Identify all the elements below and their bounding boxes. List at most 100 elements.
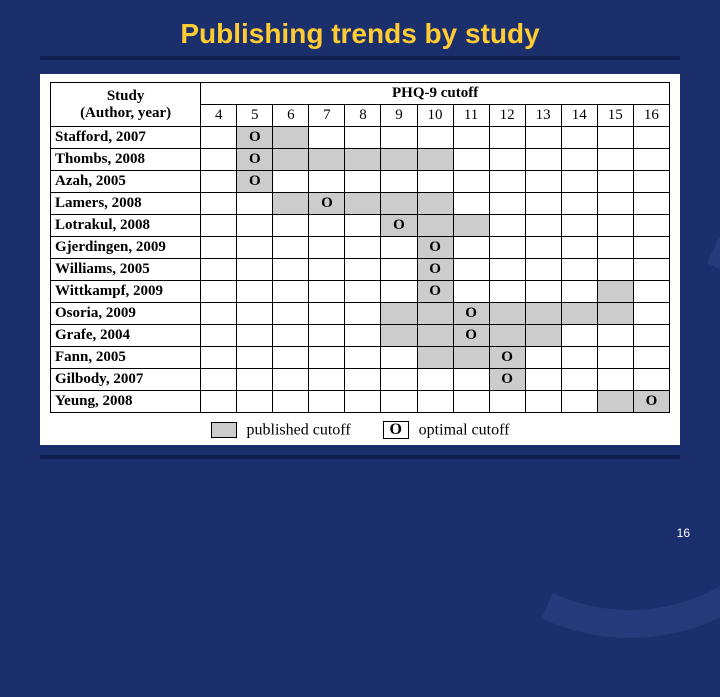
table-row: Lotrakul, 2008O bbox=[51, 215, 670, 237]
cell: O bbox=[417, 237, 453, 259]
optimal-marker: O bbox=[646, 393, 658, 409]
optimal-marker: O bbox=[429, 261, 441, 277]
cell bbox=[453, 347, 489, 369]
cell bbox=[597, 193, 633, 215]
cell bbox=[273, 149, 309, 171]
cell bbox=[381, 259, 417, 281]
cell bbox=[525, 171, 561, 193]
cell bbox=[201, 369, 237, 391]
cell bbox=[345, 391, 381, 413]
cell bbox=[201, 215, 237, 237]
col-header-study: Study(Author, year) bbox=[51, 83, 201, 127]
optimal-marker: O bbox=[249, 129, 261, 145]
cell bbox=[561, 215, 597, 237]
study-label: Thombs, 2008 bbox=[51, 149, 201, 171]
cell bbox=[597, 259, 633, 281]
cell bbox=[381, 149, 417, 171]
cell bbox=[309, 347, 345, 369]
table-row: Thombs, 2008 O bbox=[51, 149, 670, 171]
cell bbox=[345, 259, 381, 281]
cell bbox=[345, 171, 381, 193]
cell bbox=[453, 281, 489, 303]
cell bbox=[525, 237, 561, 259]
cell: O bbox=[237, 127, 273, 149]
cell bbox=[201, 149, 237, 171]
cell bbox=[201, 281, 237, 303]
optimal-marker: O bbox=[429, 239, 441, 255]
cutoff-col-11: 11 bbox=[453, 105, 489, 127]
cell bbox=[345, 149, 381, 171]
table-row: Osoria, 2009O bbox=[51, 303, 670, 325]
cell bbox=[273, 171, 309, 193]
cell bbox=[597, 325, 633, 347]
cell: O bbox=[489, 369, 525, 391]
cell bbox=[381, 303, 417, 325]
cell bbox=[633, 127, 669, 149]
cell bbox=[633, 193, 669, 215]
cell bbox=[345, 215, 381, 237]
cell: O bbox=[489, 347, 525, 369]
cell: O bbox=[453, 303, 489, 325]
cell: O bbox=[417, 281, 453, 303]
cutoff-col-13: 13 bbox=[525, 105, 561, 127]
cell: O bbox=[453, 325, 489, 347]
cell bbox=[309, 215, 345, 237]
cell bbox=[453, 369, 489, 391]
cutoff-col-15: 15 bbox=[597, 105, 633, 127]
cell: O bbox=[417, 259, 453, 281]
cell bbox=[345, 325, 381, 347]
cell bbox=[273, 391, 309, 413]
cell bbox=[489, 303, 525, 325]
cell bbox=[201, 259, 237, 281]
cell bbox=[417, 215, 453, 237]
cell bbox=[561, 127, 597, 149]
cell bbox=[453, 391, 489, 413]
cutoff-col-12: 12 bbox=[489, 105, 525, 127]
cutoff-col-7: 7 bbox=[309, 105, 345, 127]
table-row: Stafford, 2007O bbox=[51, 127, 670, 149]
cell bbox=[561, 369, 597, 391]
cell bbox=[417, 391, 453, 413]
cell bbox=[273, 369, 309, 391]
cell bbox=[417, 369, 453, 391]
optimal-marker: O bbox=[501, 349, 513, 365]
cell bbox=[453, 259, 489, 281]
cell bbox=[561, 303, 597, 325]
table-body: Stafford, 2007OThombs, 2008OAzah, 2005OL… bbox=[51, 127, 670, 413]
optimal-marker: O bbox=[465, 327, 477, 343]
table-row: Fann, 2005O bbox=[51, 347, 670, 369]
table-row: Yeung, 2008O bbox=[51, 391, 670, 413]
cell bbox=[489, 215, 525, 237]
cell bbox=[633, 215, 669, 237]
cell bbox=[525, 303, 561, 325]
cell: O bbox=[633, 391, 669, 413]
cell bbox=[453, 171, 489, 193]
study-label: Wittkampf, 2009 bbox=[51, 281, 201, 303]
cell bbox=[417, 193, 453, 215]
cell bbox=[561, 193, 597, 215]
cell bbox=[597, 237, 633, 259]
cell bbox=[561, 347, 597, 369]
cell bbox=[309, 281, 345, 303]
cell bbox=[201, 303, 237, 325]
cell bbox=[237, 215, 273, 237]
optimal-marker: O bbox=[249, 151, 261, 167]
cell bbox=[489, 171, 525, 193]
cell bbox=[453, 149, 489, 171]
cell bbox=[381, 369, 417, 391]
cell bbox=[417, 325, 453, 347]
cell bbox=[381, 391, 417, 413]
cell bbox=[309, 303, 345, 325]
cell bbox=[381, 347, 417, 369]
cell bbox=[201, 347, 237, 369]
optimal-marker: O bbox=[465, 305, 477, 321]
study-label: Gilbody, 2007 bbox=[51, 369, 201, 391]
cell bbox=[381, 325, 417, 347]
study-label: Azah, 2005 bbox=[51, 171, 201, 193]
cell bbox=[201, 391, 237, 413]
cell bbox=[525, 325, 561, 347]
table-head: Study(Author, year)PHQ-9 cutoff456789101… bbox=[51, 83, 670, 127]
table-row: Gjerdingen, 2009O bbox=[51, 237, 670, 259]
cell: O bbox=[237, 149, 273, 171]
optimal-marker: O bbox=[321, 195, 333, 211]
